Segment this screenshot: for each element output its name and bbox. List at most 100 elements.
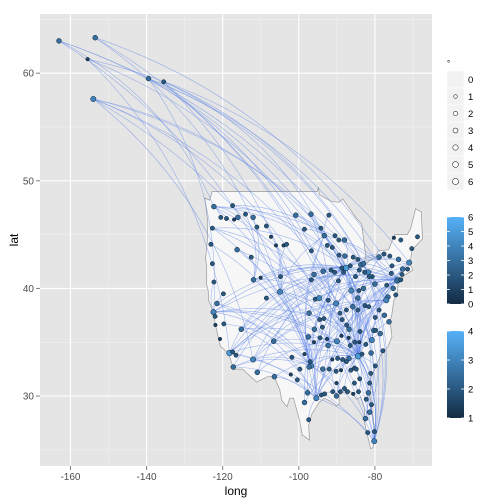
airport-point <box>325 297 331 303</box>
legend-size-symbol <box>452 144 459 151</box>
route-arc <box>95 37 399 280</box>
airport-point <box>398 237 404 243</box>
airport-point <box>406 259 413 266</box>
route-arc <box>310 365 375 442</box>
route-arc <box>212 227 337 304</box>
airport-point <box>234 246 240 253</box>
legend-size-label: 5 <box>468 160 473 171</box>
airport-point <box>254 224 260 230</box>
airport-point <box>357 329 363 334</box>
points-layer <box>56 34 420 445</box>
airport-point <box>376 254 382 260</box>
airport-point <box>284 241 290 247</box>
airport-point <box>350 254 356 260</box>
airport-point <box>355 256 361 262</box>
route-arc <box>274 376 317 399</box>
airport-point <box>383 297 390 304</box>
route-arc <box>87 58 410 263</box>
route-arc <box>351 279 399 291</box>
airport-point <box>344 322 350 328</box>
route-arc <box>213 275 399 313</box>
airport-point <box>352 339 358 345</box>
airport-point <box>347 263 353 269</box>
route-arc <box>295 214 325 236</box>
airport-point <box>399 266 406 272</box>
airport-point <box>405 266 411 272</box>
route-arc <box>307 279 399 393</box>
airport-point <box>339 333 344 338</box>
airport-point <box>288 372 293 377</box>
airport-point <box>391 235 396 240</box>
route-arc <box>357 356 369 419</box>
route-arc <box>266 225 282 292</box>
route-arc <box>279 291 375 442</box>
airport-point <box>362 415 369 422</box>
airport-point <box>363 396 369 402</box>
x-tick-label: -140 <box>137 472 157 483</box>
airport-point <box>161 79 167 85</box>
airport-point <box>308 277 314 283</box>
airport-point <box>359 351 365 357</box>
colorbar-label: 0 <box>468 300 473 311</box>
route-arc <box>252 217 260 280</box>
airport-point <box>224 216 229 221</box>
route-arc <box>308 267 347 314</box>
airport-point <box>389 263 395 269</box>
legend-size-label: 6 <box>468 177 473 188</box>
airport-point <box>250 214 256 221</box>
airport-point <box>208 241 214 247</box>
airport-point <box>321 232 328 239</box>
airport-point <box>351 391 356 396</box>
airport-point <box>308 211 314 217</box>
airport-point <box>268 234 274 239</box>
airport-point <box>297 366 303 372</box>
legend-size-label: 2 <box>468 109 473 120</box>
airport-point <box>372 315 378 320</box>
route-arc <box>229 299 387 354</box>
airport-point <box>326 366 332 372</box>
airport-point <box>345 389 350 395</box>
route-arc <box>310 365 337 397</box>
route-arc <box>87 58 230 354</box>
airport-point <box>332 269 338 275</box>
airport-point <box>355 295 361 301</box>
legend-size-label: 1 <box>468 92 473 103</box>
airport-point <box>369 402 374 408</box>
route-arc <box>357 356 376 432</box>
airport-point <box>393 292 399 298</box>
colorbar-label: 1 <box>468 285 473 296</box>
airport-point <box>250 356 257 363</box>
colorbar-label: 6 <box>468 213 473 224</box>
route-arc <box>310 214 331 399</box>
airport-point <box>342 386 347 391</box>
airport-point <box>348 287 355 294</box>
airport-point <box>388 270 394 276</box>
route-arc <box>363 263 399 281</box>
airport-point <box>415 234 420 240</box>
airport-point <box>372 429 377 435</box>
route-arc <box>280 291 350 330</box>
route-arc <box>213 206 347 269</box>
airport-point <box>311 271 317 278</box>
legend-size-label: 3 <box>468 126 473 137</box>
airport-point <box>320 268 326 274</box>
airport-point <box>318 225 324 231</box>
airport-point <box>343 307 349 313</box>
airport-point <box>368 370 374 376</box>
route-arc <box>241 329 317 399</box>
airport-point <box>304 390 311 396</box>
x-tick-label: -80 <box>368 472 383 483</box>
airport-point <box>211 279 217 285</box>
route-arc <box>213 310 338 342</box>
legend-size-symbol <box>452 161 459 168</box>
airport-point <box>209 225 215 231</box>
airport-point <box>326 212 332 218</box>
airport-point <box>270 338 277 344</box>
airport-point <box>212 313 218 319</box>
airport-point <box>337 310 343 316</box>
airport-point <box>341 237 348 243</box>
y-tick-label: 30 <box>23 392 35 403</box>
airport-point <box>339 265 345 271</box>
colorbar-label: 3 <box>468 256 473 267</box>
airport-point <box>342 253 348 259</box>
